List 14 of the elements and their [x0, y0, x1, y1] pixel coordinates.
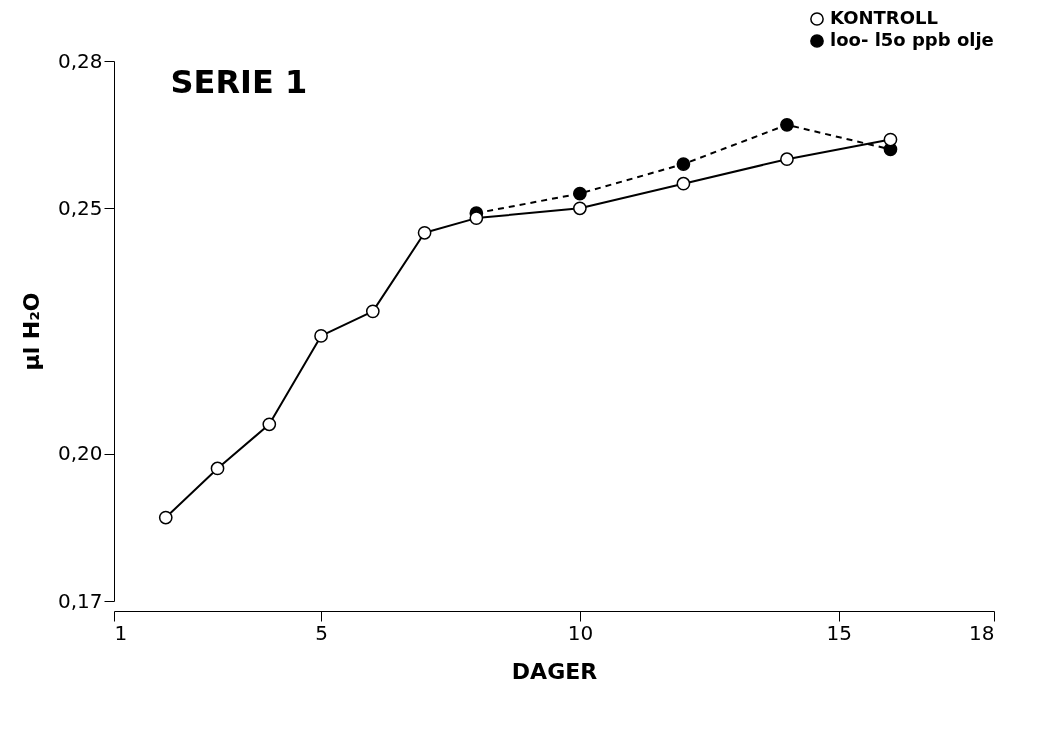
- x-tick-label: 10: [567, 620, 594, 645]
- y-tick-label: 0,28: [57, 48, 103, 73]
- legend-label: loo- l5o ppb olje: [830, 29, 994, 50]
- x-axis-title: DAGER: [511, 658, 598, 684]
- y-tick-label: 0,25: [57, 195, 103, 220]
- x-tick-label: 1: [114, 620, 128, 645]
- x-tick-label: 15: [826, 620, 852, 645]
- x-tick-label: 18: [969, 620, 995, 645]
- x-tick-label: 5: [315, 620, 328, 645]
- legend-label: KONTROLL: [830, 7, 938, 28]
- chart-title: SERIE 1: [170, 63, 308, 101]
- y-tick-label: 0,17: [57, 588, 103, 613]
- y-axis-title: μl H₂O: [18, 292, 44, 371]
- y-tick-label: 0,20: [57, 441, 103, 466]
